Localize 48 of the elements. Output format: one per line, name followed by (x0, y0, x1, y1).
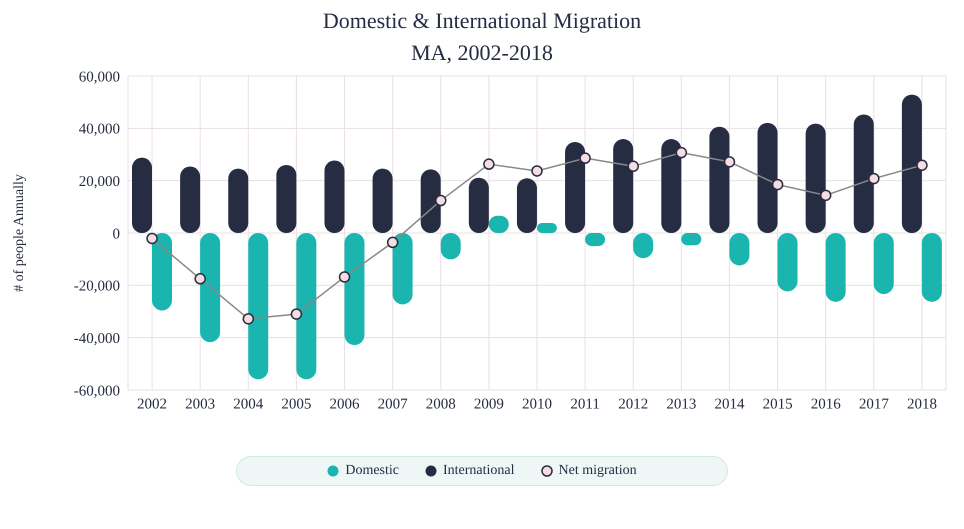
bar (826, 233, 846, 302)
y-tick-label: 20,000 (78, 174, 120, 190)
bar (132, 158, 152, 233)
y-tick-label: -60,000 (74, 383, 120, 400)
y-axis-title: # of people Annually (12, 174, 27, 292)
x-tick-label: 2002 (137, 396, 168, 413)
bar (276, 164, 296, 233)
x-tick-label: 2006 (330, 396, 360, 413)
y-tick-label: -20,000 (74, 278, 120, 295)
chart-title: Domestic & International Migration (322, 8, 642, 34)
x-tick-label: 2010 (522, 396, 552, 413)
x-tick-label: 2017 (858, 396, 890, 413)
bar (344, 233, 364, 345)
bar (778, 233, 798, 292)
bar (324, 160, 344, 233)
x-tick-label: 2012 (618, 396, 648, 413)
y-tick-label: -40,000 (74, 330, 120, 347)
x-tick-label: 2004 (233, 396, 264, 413)
y-tick-label: 60,000 (78, 69, 120, 86)
x-tick-label: 2007 (378, 396, 408, 413)
bar (392, 233, 413, 304)
bar (200, 233, 220, 342)
x-tick-label: 2014 (714, 396, 745, 413)
y-tick-label: 0 (112, 226, 120, 242)
x-tick-label: 2005 (281, 396, 312, 413)
x-tick-label: 2015 (762, 396, 793, 413)
bar (180, 166, 200, 233)
legend-label: International (442, 463, 515, 479)
y-tick-label: 40,000 (78, 122, 120, 138)
x-tick-label: 2018 (906, 396, 937, 413)
bar (874, 233, 894, 294)
chart-subtitle: MA, 2002-2018 (410, 40, 554, 66)
bar (468, 178, 489, 233)
x-tick-label: 2016 (810, 396, 842, 413)
legend-label: Domestic (344, 463, 399, 479)
bar (228, 168, 248, 233)
x-tick-label: 2003 (185, 396, 216, 413)
x-tick-label: 2008 (426, 396, 456, 413)
legend-label: Net migration (558, 463, 637, 479)
bar (296, 233, 316, 380)
bar (922, 233, 942, 302)
x-tick-label: 2009 (474, 396, 504, 413)
bar (248, 233, 268, 380)
bar (372, 168, 393, 233)
bar (152, 233, 172, 310)
x-tick-label: 2011 (570, 396, 600, 413)
bar (516, 178, 537, 233)
x-tick-label: 2013 (666, 396, 696, 413)
